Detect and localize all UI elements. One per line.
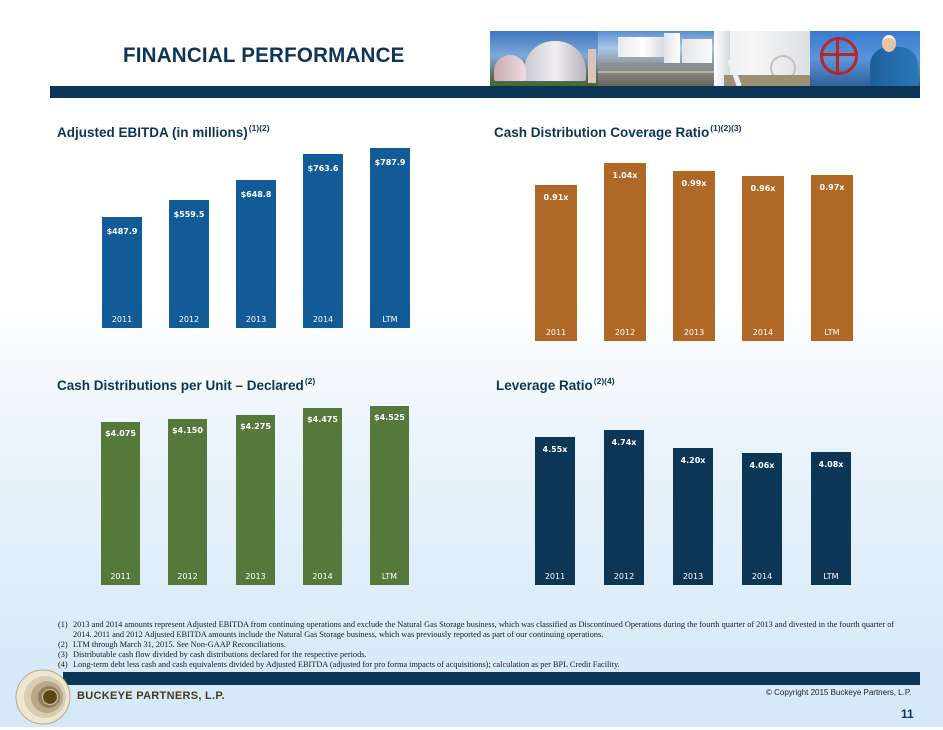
bar-2014: 4.06x 2014 (742, 453, 782, 585)
bar-value-label: $4.275 (240, 422, 271, 431)
category-label: 2012 (614, 328, 636, 337)
bar-value-label: 4.55x (542, 445, 568, 454)
category-label: 2013 (245, 315, 267, 324)
footnotes: (1) 2013 and 2014 amounts represent Adjus… (58, 620, 898, 670)
bar-2014: $4.475 2014 (303, 408, 342, 585)
category-label: 2014 (751, 572, 773, 581)
footnote-number: (4) (58, 659, 68, 669)
bar-value-label: 0.96x (750, 184, 776, 193)
chart-title: Leverage Ratio(2)(4) (496, 376, 615, 393)
footnote-text: Distributable cash flow divided by cash … (73, 649, 367, 659)
bar-value-label: 4.74x (611, 438, 637, 447)
footer-divider-bar (63, 672, 920, 685)
chart-title-footnote-ref: (2) (304, 376, 316, 386)
chart-title-footnote-ref: (2)(4) (593, 376, 615, 386)
page-title: FINANCIAL PERFORMANCE (123, 44, 405, 67)
footnote: (4) Long-term debt less cash and cash equ… (58, 660, 898, 670)
bar-2013: $4.275 2013 (236, 415, 275, 585)
header-divider-bar (50, 86, 920, 98)
bar-2014: 0.96x 2014 (742, 176, 784, 341)
bar-value-label: $648.8 (240, 190, 272, 199)
footnote: (2) LTM through March 31, 2015. See Non-G… (58, 640, 898, 650)
bar-2011: 0.91x 2011 (535, 185, 577, 341)
footnote-number: (2) (58, 639, 68, 649)
category-label: 2012 (613, 572, 635, 581)
footnote-number: (3) (58, 649, 68, 659)
chart-title-text: Cash Distributions per Unit – Declared (57, 378, 304, 393)
bar-2012: 1.04x 2012 (604, 163, 646, 341)
bar-value-label: $4.150 (172, 426, 203, 435)
bar-2011: $487.9 2011 (102, 217, 142, 328)
header-photo-strip (490, 31, 920, 87)
bar-value-label: $4.525 (374, 413, 405, 422)
copyright-text: © Copyright 2015 Buckeye Partners, L.P. (766, 688, 912, 697)
bar-2012: $559.5 2012 (169, 200, 209, 328)
footnote: (1) 2013 and 2014 amounts represent Adjus… (58, 620, 898, 640)
bar-2014: $763.6 2014 (303, 154, 343, 328)
category-label: 2011 (111, 315, 133, 324)
bar-value-label: $4.475 (307, 415, 338, 424)
category-label: 2014 (312, 315, 334, 324)
category-label: 2014 (752, 328, 774, 337)
category-label: LTM (382, 315, 398, 324)
chart-title: Cash Distributions per Unit – Declared(2… (57, 376, 315, 393)
bar-value-label: $787.9 (374, 158, 406, 167)
category-label: 2011 (110, 572, 131, 581)
category-label: LTM (824, 328, 840, 337)
bar-2011: $4.075 2011 (101, 422, 140, 585)
footnote-number: (1) (58, 620, 68, 629)
category-label: 2012 (177, 572, 198, 581)
bar-ltm: 4.08x LTM (811, 452, 851, 585)
bar-ltm: $4.525 LTM (370, 406, 409, 585)
bar-2013: 4.20x 2013 (673, 448, 713, 585)
bar-ltm: $787.9 LTM (370, 148, 410, 328)
pipeline-tank-photo (714, 31, 810, 87)
worker-valve-photo (810, 31, 920, 87)
chart-title: Adjusted EBITDA (in millions)(1)(2) (57, 123, 270, 140)
bar-2012: $4.150 2012 (168, 419, 207, 585)
category-label: 2013 (245, 572, 266, 581)
bar-value-label: $4.075 (105, 429, 136, 438)
chart-title: Cash Distribution Coverage Ratio(1)(2)(3… (494, 123, 741, 140)
footnote-text: Long-term debt less cash and cash equiva… (73, 659, 620, 669)
bar-2012: 4.74x 2012 (604, 430, 644, 585)
bar-value-label: 4.06x (749, 461, 775, 470)
footnote-text: 2013 and 2014 amounts represent Adjusted… (73, 620, 895, 639)
bar-value-label: 0.97x (819, 183, 845, 192)
category-label: LTM (381, 572, 398, 581)
buckeye-logo-icon (15, 669, 71, 725)
terminal-facility-photo (598, 31, 714, 87)
category-label: 2014 (312, 572, 333, 581)
storage-tanks-photo (490, 31, 598, 87)
bar-value-label: 0.99x (681, 179, 707, 188)
category-label: 2011 (545, 328, 567, 337)
chart-title-text: Cash Distribution Coverage Ratio (494, 125, 710, 140)
category-label: 2013 (682, 572, 704, 581)
bar-value-label: 1.04x (612, 171, 638, 180)
category-label: 2012 (178, 315, 200, 324)
bar-value-label: 4.08x (818, 460, 844, 469)
footnote-text: LTM through March 31, 2015. See Non-GAAP… (73, 639, 286, 649)
chart-title-footnote-ref: (1)(2)(3) (710, 123, 742, 133)
bar-ltm: 0.97x LTM (811, 175, 853, 341)
chart-title-text: Adjusted EBITDA (in millions) (57, 125, 248, 140)
bar-2013: 0.99x 2013 (673, 171, 715, 341)
category-label: 2013 (683, 328, 705, 337)
footnote: (3) Distributable cash flow divided by ca… (58, 650, 898, 660)
bar-value-label: $763.6 (307, 164, 339, 173)
bar-2013: $648.8 2013 (236, 180, 276, 328)
company-name: BUCKEYE PARTNERS, L.P. (77, 690, 225, 702)
page-number: 11 (901, 707, 914, 721)
bar-value-label: $487.9 (106, 227, 138, 236)
chart-title-text: Leverage Ratio (496, 378, 593, 393)
bar-value-label: $559.5 (173, 210, 205, 219)
chart-title-footnote-ref: (1)(2) (248, 123, 270, 133)
bar-2011: 4.55x 2011 (535, 437, 575, 585)
category-label: LTM (823, 572, 839, 581)
bar-value-label: 0.91x (543, 193, 569, 202)
bar-value-label: 4.20x (680, 456, 706, 465)
category-label: 2011 (544, 572, 566, 581)
